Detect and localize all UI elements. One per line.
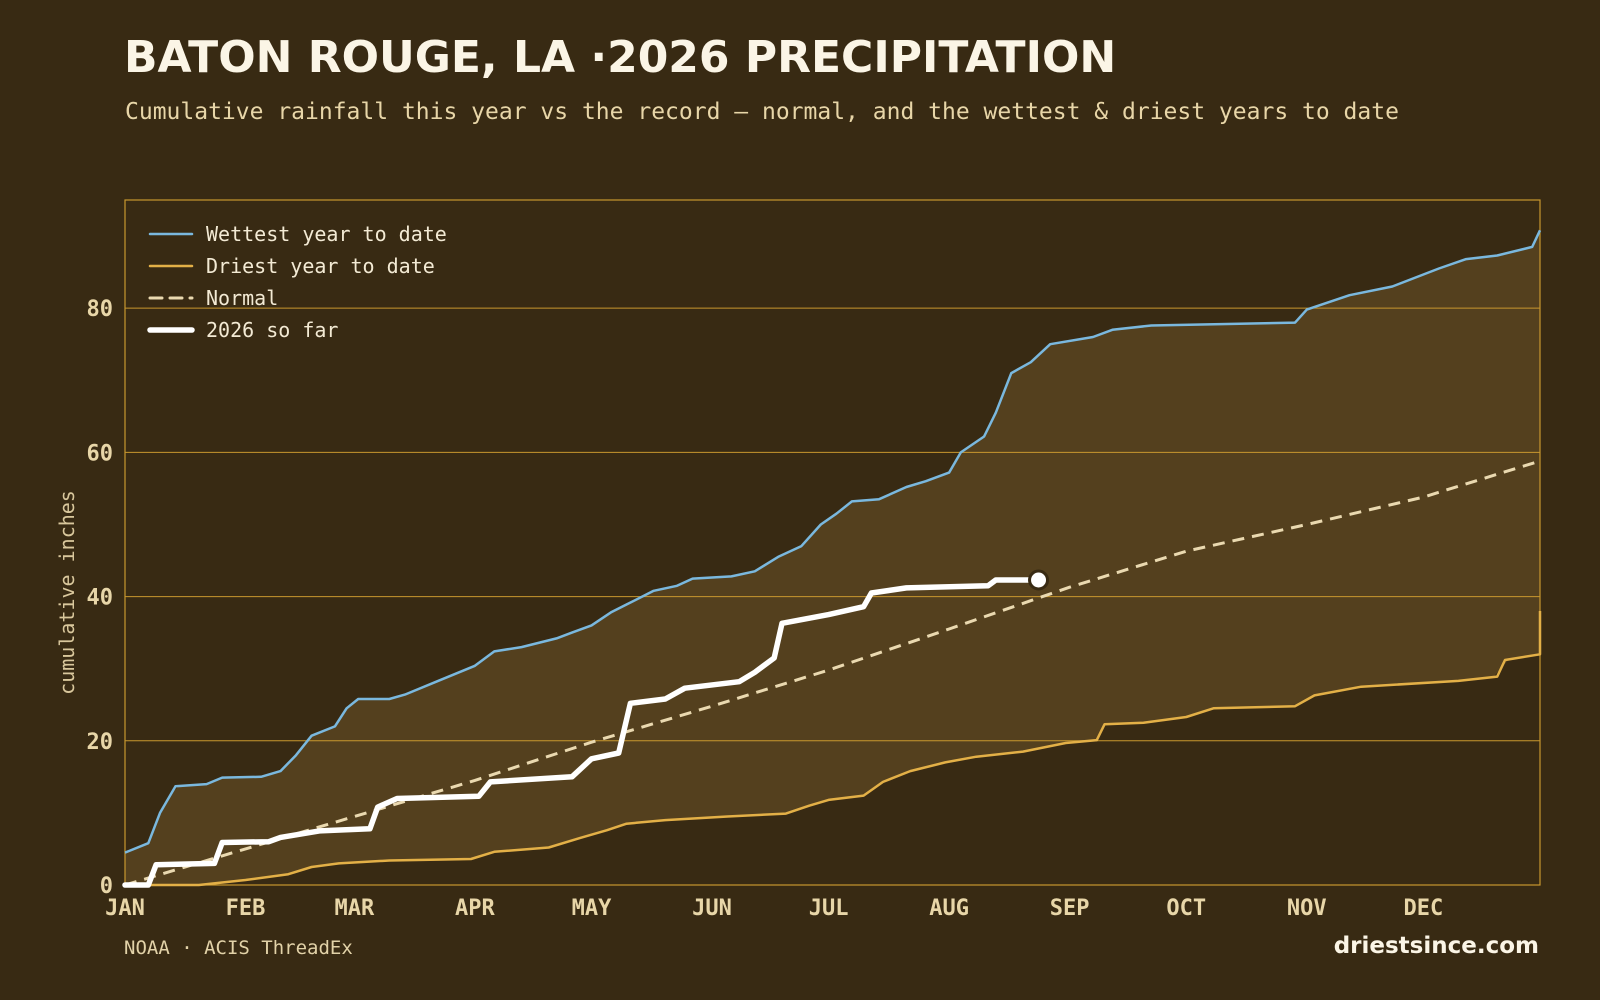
legend-normal-label: Normal [206, 286, 278, 310]
x-tick-label: AUG [929, 896, 969, 921]
chart-title: BATON ROUGE, LA ·2026 PRECIPITATION [124, 32, 1117, 83]
x-tick-label: NOV [1287, 896, 1327, 921]
x-tick-label: APR [455, 896, 495, 921]
x-tick-label: JAN [105, 896, 145, 921]
legend-driest-label: Driest year to date [206, 254, 435, 278]
x-tick-label: JUN [692, 896, 732, 921]
y-tick-label: 40 [87, 586, 114, 611]
chart-subtitle: Cumulative rainfall this year vs the rec… [125, 99, 1399, 125]
x-tick-label: OCT [1166, 896, 1206, 921]
x-tick-label: MAY [572, 896, 612, 921]
x-tick-label: DEC [1404, 896, 1444, 921]
legend-2026-label: 2026 so far [206, 318, 338, 342]
y-tick-label: 60 [87, 441, 114, 466]
x-tick-label: MAR [334, 896, 374, 921]
legend-wettest-label: Wettest year to date [206, 222, 447, 246]
y-axis-label: cumulative inches [55, 490, 79, 695]
y-tick-label: 0 [100, 874, 113, 899]
series-line-driest [125, 611, 1542, 887]
site-brand[interactable]: driestsince.com [1333, 933, 1539, 959]
x-tick-label: FEB [226, 896, 266, 921]
y-tick-label: 80 [87, 297, 114, 322]
x-tick-label: SEP [1050, 896, 1090, 921]
series-line-2026 [122, 577, 1042, 888]
data-source: NOAA · ACIS ThreadEx [124, 937, 353, 959]
series-line-wettest [124, 229, 1542, 854]
y-tick-label: 20 [87, 730, 114, 755]
x-tick-label: JUL [809, 896, 849, 921]
series-2026-end-marker [1028, 569, 1050, 591]
record-range-band [125, 230, 1540, 886]
